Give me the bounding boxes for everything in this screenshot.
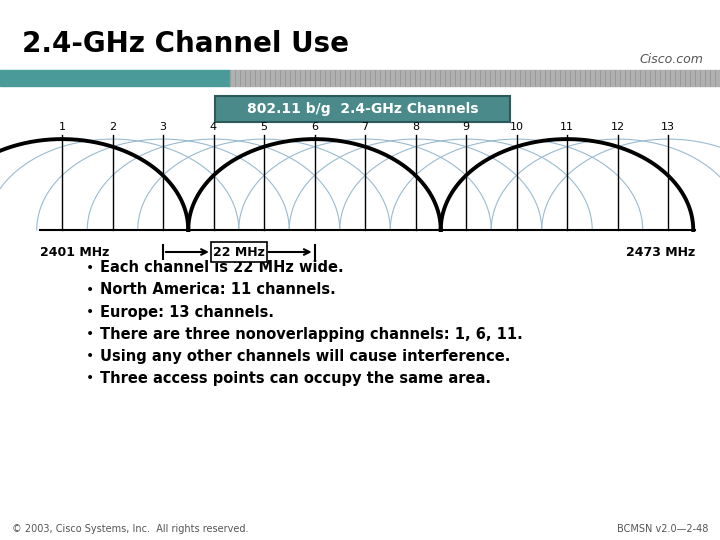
Text: 8: 8 xyxy=(412,122,419,132)
Text: •: • xyxy=(86,261,94,275)
Text: •: • xyxy=(86,371,94,385)
Text: Using any other channels will cause interference.: Using any other channels will cause inte… xyxy=(100,348,510,363)
Text: 4: 4 xyxy=(210,122,217,132)
Text: 22 MHz: 22 MHz xyxy=(213,246,265,259)
Text: 9: 9 xyxy=(462,122,469,132)
Text: 5: 5 xyxy=(261,122,268,132)
FancyBboxPatch shape xyxy=(215,96,510,122)
Text: 2: 2 xyxy=(109,122,116,132)
Text: •: • xyxy=(86,349,94,363)
Text: •: • xyxy=(86,305,94,319)
Text: 11: 11 xyxy=(560,122,574,132)
Text: 12: 12 xyxy=(611,122,624,132)
FancyBboxPatch shape xyxy=(211,242,266,262)
Text: 802.11 b/g  2.4-GHz Channels: 802.11 b/g 2.4-GHz Channels xyxy=(247,102,478,116)
Text: 2.4-GHz Channel Use: 2.4-GHz Channel Use xyxy=(22,30,349,58)
Text: Three access points can occupy the same area.: Three access points can occupy the same … xyxy=(100,370,491,386)
Text: 2401 MHz: 2401 MHz xyxy=(40,246,109,259)
Text: •: • xyxy=(86,283,94,297)
Text: 2473 MHz: 2473 MHz xyxy=(626,246,695,259)
Text: BCMSN v2.0—2-48: BCMSN v2.0—2-48 xyxy=(616,524,708,534)
Text: © 2003, Cisco Systems, Inc.  All rights reserved.: © 2003, Cisco Systems, Inc. All rights r… xyxy=(12,524,248,534)
Text: •: • xyxy=(86,327,94,341)
Text: 6: 6 xyxy=(311,122,318,132)
Bar xyxy=(0,70,230,86)
Text: 1: 1 xyxy=(58,122,66,132)
Text: 7: 7 xyxy=(361,122,369,132)
Text: Each channel is 22 MHz wide.: Each channel is 22 MHz wide. xyxy=(100,260,343,275)
Text: 10: 10 xyxy=(510,122,523,132)
Text: Cisco.com: Cisco.com xyxy=(639,53,703,66)
Text: There are three nonoverlapping channels: 1, 6, 11.: There are three nonoverlapping channels:… xyxy=(100,327,523,341)
Text: 3: 3 xyxy=(160,122,166,132)
Text: 13: 13 xyxy=(661,122,675,132)
Bar xyxy=(230,70,720,86)
Text: Europe: 13 channels.: Europe: 13 channels. xyxy=(100,305,274,320)
Text: North America: 11 channels.: North America: 11 channels. xyxy=(100,282,336,298)
